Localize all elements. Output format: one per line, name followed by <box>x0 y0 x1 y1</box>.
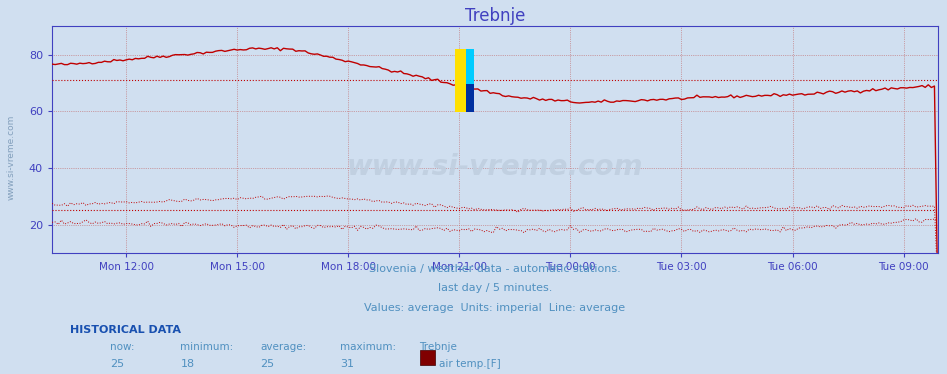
Text: Values: average  Units: imperial  Line: average: Values: average Units: imperial Line: av… <box>365 303 625 313</box>
Text: HISTORICAL DATA: HISTORICAL DATA <box>70 325 181 334</box>
Bar <box>466 49 474 84</box>
Text: average:: average: <box>260 342 307 352</box>
Text: 31: 31 <box>340 359 354 370</box>
Bar <box>420 350 436 365</box>
Text: maximum:: maximum: <box>340 342 396 352</box>
Text: Slovenia / weather data - automatic stations.: Slovenia / weather data - automatic stat… <box>369 264 620 273</box>
Text: 18: 18 <box>181 359 194 370</box>
Text: now:: now: <box>110 342 134 352</box>
Bar <box>455 49 466 112</box>
Text: 25: 25 <box>110 359 124 370</box>
Bar <box>466 84 474 112</box>
Text: 25: 25 <box>260 359 275 370</box>
Text: air temp.[F]: air temp.[F] <box>439 359 501 370</box>
Text: www.si-vreme.com: www.si-vreme.com <box>347 153 643 181</box>
Title: Trebnje: Trebnje <box>465 7 525 25</box>
Text: minimum:: minimum: <box>181 342 234 352</box>
Text: Trebnje: Trebnje <box>420 342 457 352</box>
Text: www.si-vreme.com: www.si-vreme.com <box>7 114 16 200</box>
Text: last day / 5 minutes.: last day / 5 minutes. <box>438 283 552 293</box>
